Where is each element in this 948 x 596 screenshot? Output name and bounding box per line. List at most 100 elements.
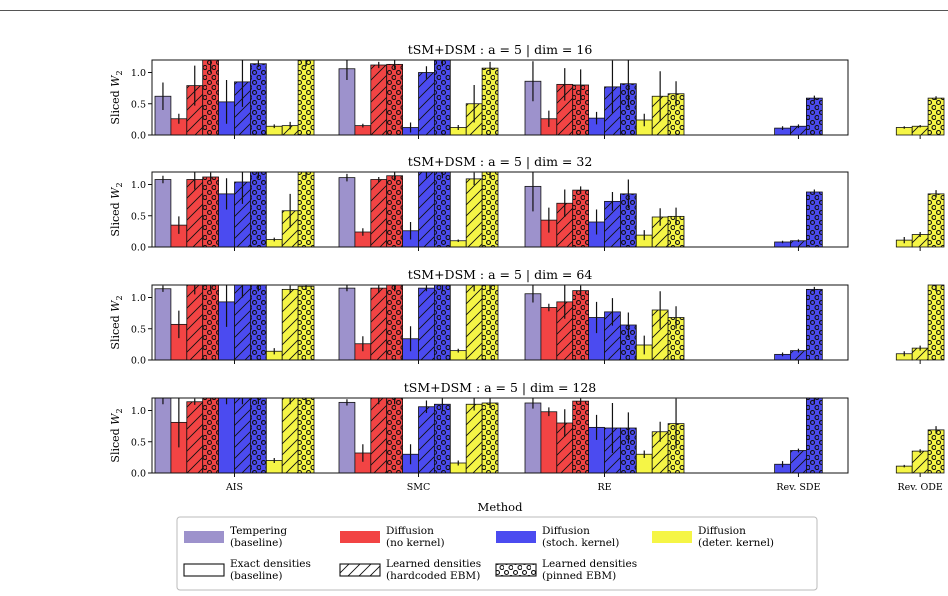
bar-hatch [234,81,251,135]
bar-hatch [790,126,807,135]
bar-dots [806,192,823,247]
x-axis-title: Method [478,500,524,514]
bar-dots [434,285,451,360]
bar-dots [668,93,684,135]
bar-dots [298,398,314,473]
axes-frame [151,59,849,136]
bar-dots [202,60,219,135]
bar [450,350,467,360]
bar-dots [482,68,498,135]
bar-dots [928,285,944,360]
bar [588,427,605,473]
y-tick-label: 0.0 [131,131,146,142]
y-tick-label: 1.0 [131,406,146,417]
bar-hatch [604,201,621,247]
bar [354,232,371,247]
bar [774,464,791,473]
legend-swatch [495,563,537,577]
bar [588,317,605,360]
y-tick-label: 0.0 [131,356,146,367]
bar-hatch [234,285,251,360]
bar [218,398,235,473]
bar [525,403,541,473]
bar-dots [572,190,589,247]
panel-title: tSM+DSM : a = 5 | dim = 128 [404,380,597,395]
bar-hatch [370,288,387,360]
bar [218,193,235,247]
bar-hatch [418,288,435,360]
bar-dots [250,398,267,473]
legend-label-sub: (baseline) [230,537,282,549]
bar-dots [620,83,637,135]
bar-dots [806,98,823,135]
bar [896,240,913,247]
legend-label-sub: (no kernel) [386,537,445,549]
bar-hatch [556,84,573,135]
legend-label-sub: (baseline) [230,570,282,582]
bar-hatch [912,234,929,247]
x-tick-label: RE [597,482,611,493]
bar-hatch [652,310,669,360]
bar [170,118,187,135]
legend-label: Diffusion [698,525,746,537]
bar-hatch [186,401,203,473]
legend-label: Diffusion [542,525,590,537]
legend-label-sub: (stoch. kernel) [542,537,619,549]
legend-swatch [183,563,225,577]
x-tick-label: AIS [225,482,243,493]
bar-hatch [912,348,929,360]
legend-label-sub: (deter. kernel) [698,537,774,549]
bar-hatch [370,179,387,247]
y-tick-label: 1.0 [131,180,146,191]
bar [525,293,541,360]
y-tick-label: 0.0 [131,243,146,254]
x-tick-label: Rev. ODE [897,482,942,493]
y-tick-label: 0.5 [131,437,146,448]
y-tick-label: 0.5 [131,324,146,335]
bar-hatch [418,406,435,473]
bar [170,225,187,247]
bar [896,127,913,135]
bar-dots [928,98,944,135]
legend-label: Learned densities [542,558,637,570]
bar-dots [202,398,219,473]
bar-hatch [418,72,435,135]
bar-hatch [466,404,483,473]
legend-label-sub: (hardcoded EBM) [386,570,480,582]
bar [588,118,605,135]
bar-hatch [790,450,807,473]
bar-dots [386,64,403,135]
bar [339,177,355,247]
bar-dots [668,216,684,247]
bar [774,242,791,247]
bar-hatch [466,178,483,247]
panel-title: tSM+DSM : a = 5 | dim = 64 [408,267,593,282]
bar-dots [202,177,219,247]
bar [155,179,171,247]
bar-hatch [186,179,203,247]
bar-hatch [652,431,669,473]
y-axis-title: Sliced W2 [109,70,124,124]
bar [896,353,913,360]
bar-dots [250,63,267,135]
bar [636,454,653,473]
bar-hatch [466,285,483,360]
bar-dots [928,193,944,247]
bar-hatch [790,350,807,360]
bar-hatch [370,398,387,473]
x-tick-label: Rev. SDE [776,482,820,493]
y-tick-label: 0.5 [131,99,146,110]
bar-dots [434,172,451,247]
bar-dots [434,404,451,473]
bar [218,301,235,360]
legend-label: Exact densities [230,558,311,570]
bar-dots [250,172,267,247]
legend-label: Diffusion [386,525,434,537]
bar-hatch [604,311,621,360]
y-tick-label: 0.5 [131,211,146,222]
bar-hatch [418,172,435,247]
bar-hatch [912,126,929,135]
bar [450,127,467,135]
bar-dots [806,398,823,473]
legend-label-sub: (pinned EBM) [542,570,616,582]
